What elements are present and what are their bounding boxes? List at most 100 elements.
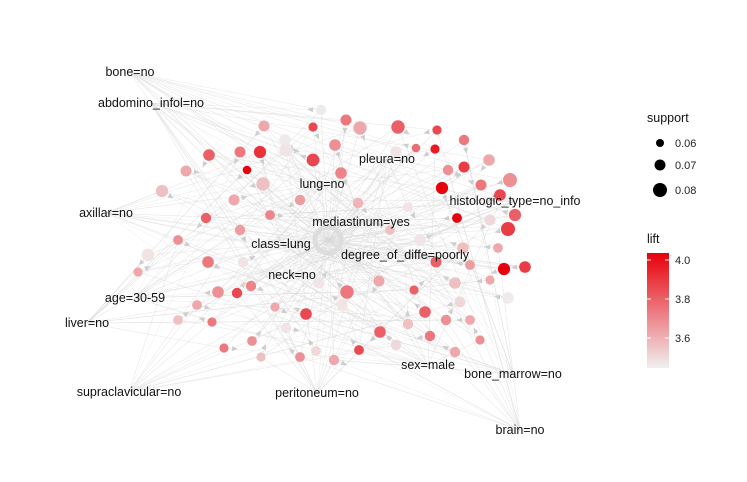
rule-edge	[463, 139, 514, 375]
rule-node	[315, 104, 327, 116]
rule-nodes	[133, 104, 531, 366]
rule-node	[313, 277, 325, 289]
edge-arrow-head	[476, 278, 483, 284]
rule-edge	[358, 349, 429, 366]
support-legend-label-1: 0.07	[675, 160, 696, 172]
rule-node	[430, 256, 442, 268]
edge-arrow-head	[249, 256, 256, 261]
rule-edge	[284, 139, 406, 256]
rule-node	[508, 208, 522, 222]
rule-edge	[236, 254, 406, 294]
rule-node	[497, 262, 511, 276]
rule-edge	[105, 212, 471, 266]
rule-edge	[196, 304, 429, 366]
item-label: supraclavicular=no	[77, 385, 182, 399]
rule-node	[270, 302, 280, 312]
item-label: abdomino_infol=no	[98, 96, 204, 110]
rule-edge	[274, 306, 521, 431]
rule-node	[414, 234, 426, 246]
rule-node	[295, 352, 305, 362]
rule-edge	[128, 268, 505, 393]
edge-arrow-head	[456, 261, 463, 267]
lift-legend-tick-2: 3.6	[675, 333, 690, 345]
item-label: peritoneum=no	[275, 386, 359, 400]
rule-edge	[419, 239, 521, 431]
rule-node	[432, 125, 442, 135]
rule-edge	[291, 261, 437, 276]
rule-edge	[447, 169, 521, 431]
rule-node	[306, 153, 320, 167]
rule-edge	[129, 71, 361, 129]
rule-node	[203, 149, 215, 161]
rule-edge	[357, 158, 388, 204]
rule-node	[465, 260, 475, 270]
rule-edge	[291, 274, 509, 299]
rule-edge	[128, 172, 342, 393]
rule-node	[424, 330, 436, 342]
graph-edges	[86, 71, 526, 431]
support-legend-title: support	[647, 111, 689, 125]
item-label: brain=no	[496, 423, 545, 437]
rule-edge	[341, 304, 429, 366]
rule-node	[247, 336, 257, 346]
rule-node	[475, 335, 485, 345]
rule-node	[308, 122, 318, 132]
rule-edge	[327, 169, 449, 241]
rule-edge	[105, 212, 509, 230]
rule-edge	[327, 229, 391, 241]
rule-node	[300, 308, 312, 320]
edge-arrow-head	[167, 193, 174, 199]
rule-edge	[150, 102, 317, 352]
edge-arrow-head	[241, 236, 246, 243]
item-labels: bone=no abdomino_infol=no axillar=no age=30…	[65, 65, 581, 437]
rule-node	[449, 346, 461, 358]
rule-edge	[316, 331, 381, 394]
rule-edge	[327, 139, 465, 241]
rule-node	[340, 285, 354, 299]
rule-node	[231, 287, 243, 299]
rule-edge	[404, 254, 431, 337]
rule-edge	[105, 127, 361, 214]
rule-edge	[129, 71, 426, 313]
rule-edge	[260, 254, 406, 358]
rule-edge	[413, 289, 521, 431]
item-label: neck=no	[268, 268, 316, 282]
rule-edge	[316, 202, 359, 394]
rule-edge	[305, 313, 521, 431]
edge-arrow-head	[377, 223, 385, 229]
rule-edge	[327, 239, 499, 249]
item-label: mediastinum=yes	[312, 215, 410, 229]
rule-edge	[128, 335, 431, 393]
rule-edge	[327, 239, 426, 313]
rule-edge	[327, 239, 491, 281]
rule-edge	[134, 239, 421, 299]
rule-node	[435, 181, 449, 195]
rule-node	[173, 315, 183, 325]
rule-edge	[327, 239, 409, 325]
edge-arrow-head	[442, 346, 449, 351]
edge-arrow-head	[287, 201, 295, 208]
rule-edge	[128, 304, 198, 393]
rule-edge	[358, 158, 388, 351]
rule-edge	[327, 202, 359, 241]
edge-arrow-head	[293, 148, 300, 154]
rule-edge	[250, 285, 318, 394]
lift-legend: lift 4.0 3.8 3.6	[647, 232, 690, 368]
rule-edge	[105, 190, 163, 214]
rule-node	[219, 343, 229, 353]
rule-edge	[327, 184, 482, 241]
rule-node	[207, 317, 217, 327]
rule-edge	[497, 247, 521, 431]
rule-node	[483, 154, 495, 166]
rule-edge	[269, 200, 516, 216]
rule-edge	[299, 199, 329, 241]
rule-edge	[129, 71, 471, 266]
rule-edge	[128, 151, 241, 393]
edge-arrow-head	[281, 308, 288, 314]
rule-edge	[223, 239, 329, 349]
rule-edge	[236, 292, 318, 394]
rule-edge	[327, 126, 399, 241]
rule-node	[329, 139, 341, 151]
rule-node	[374, 326, 386, 338]
rule-edge	[269, 214, 329, 241]
